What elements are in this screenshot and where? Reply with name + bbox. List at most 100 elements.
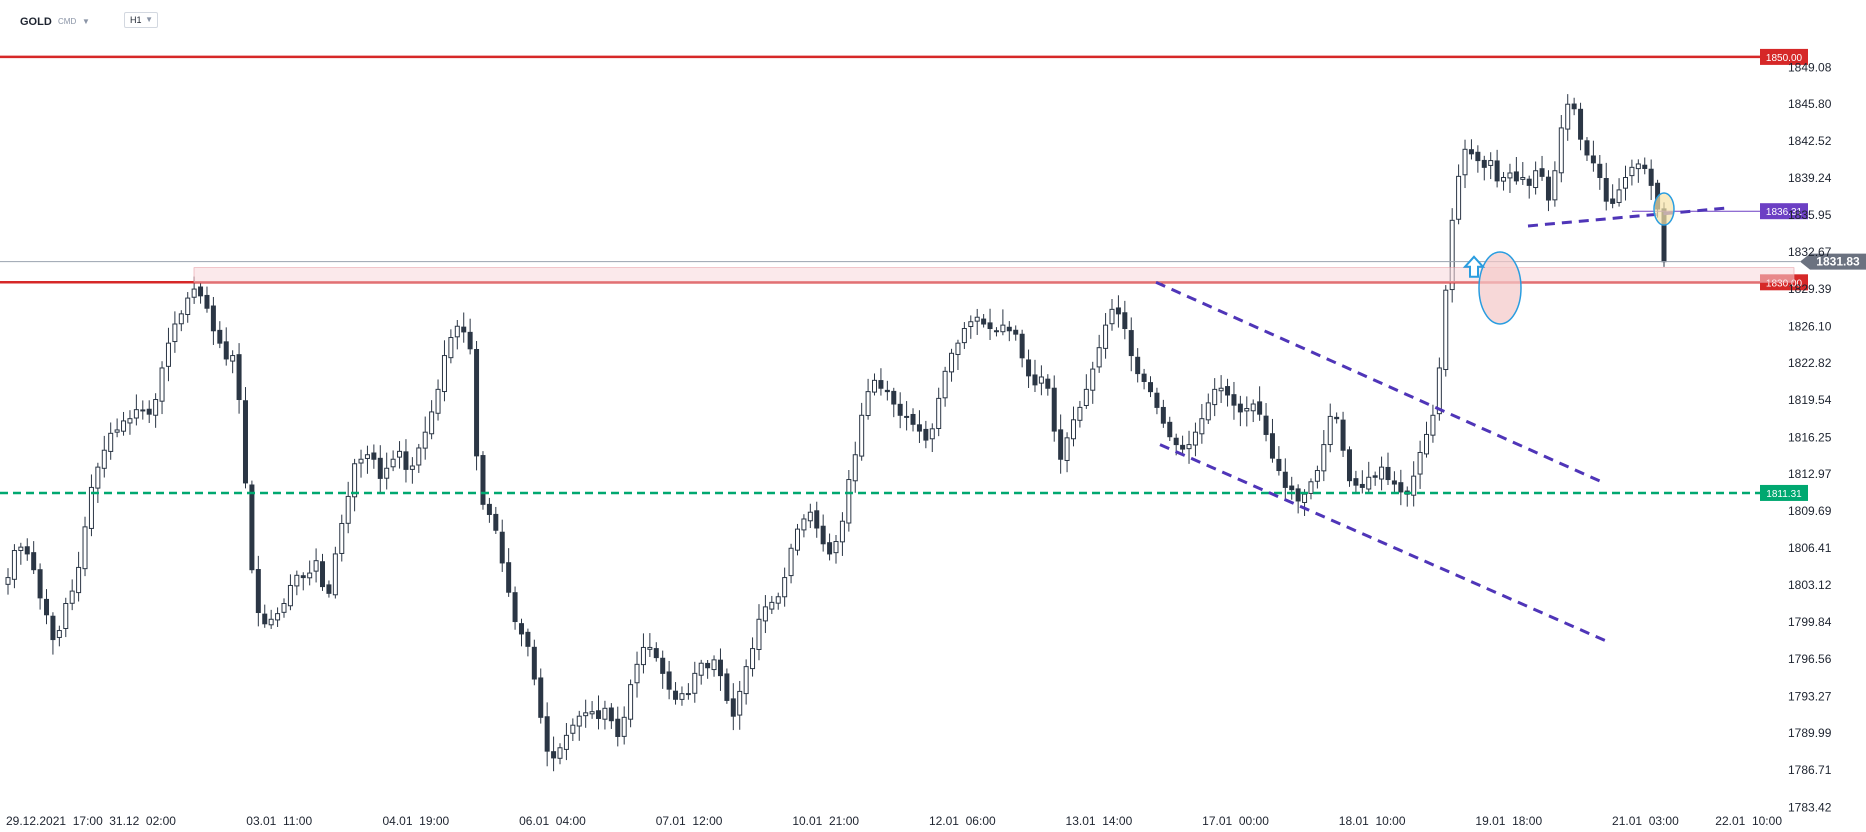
candle bbox=[1077, 400, 1083, 428]
candle bbox=[165, 327, 171, 382]
candle bbox=[1513, 157, 1519, 185]
candle bbox=[929, 423, 935, 453]
candle bbox=[673, 682, 679, 705]
candle bbox=[76, 551, 82, 602]
candle bbox=[1083, 374, 1089, 409]
candle bbox=[1295, 484, 1301, 514]
candle bbox=[1128, 317, 1134, 372]
candle bbox=[1494, 149, 1500, 188]
candle bbox=[775, 592, 781, 610]
candle bbox=[1456, 164, 1462, 225]
level-label: 1850.00 bbox=[1766, 53, 1803, 64]
candle bbox=[685, 683, 691, 700]
candle bbox=[159, 361, 165, 415]
candle bbox=[409, 457, 415, 484]
channel-upper-line[interactable] bbox=[1155, 280, 1605, 485]
y-tick-label: 1786.71 bbox=[1788, 763, 1832, 777]
candle bbox=[198, 283, 204, 304]
candle bbox=[24, 538, 30, 561]
candle bbox=[326, 580, 332, 598]
y-tick-label: 1799.84 bbox=[1788, 615, 1832, 629]
candle bbox=[172, 311, 178, 353]
candle bbox=[705, 659, 711, 679]
candle bbox=[1578, 102, 1584, 151]
y-tick-label: 1822.82 bbox=[1788, 356, 1832, 370]
candle bbox=[1148, 376, 1154, 398]
candle bbox=[1090, 361, 1096, 404]
x-tick-label: 07.01 12:00 bbox=[656, 814, 723, 828]
candle bbox=[255, 555, 261, 627]
candle bbox=[210, 296, 216, 345]
y-axis: 1849.08 1845.80 1842.52 1839.24 1835.95 1832.… bbox=[1788, 60, 1832, 814]
x-tick-label: 31.12 02:00 bbox=[109, 814, 176, 828]
x-tick-label: 19.01 18:00 bbox=[1475, 814, 1542, 828]
candle bbox=[647, 633, 653, 657]
y-tick-label: 1849.08 bbox=[1788, 60, 1832, 74]
candle bbox=[140, 400, 146, 420]
candle bbox=[1122, 300, 1128, 340]
level-line[interactable]: 1811.31 bbox=[0, 484, 1808, 501]
timeframe-select[interactable]: H1 ▼ bbox=[124, 12, 158, 28]
candle bbox=[320, 553, 326, 591]
candle bbox=[621, 706, 627, 745]
current-price-label: 1831.83 bbox=[1816, 255, 1860, 269]
candle bbox=[249, 480, 255, 574]
candle bbox=[95, 462, 101, 503]
breakout-zone bbox=[193, 267, 1795, 283]
candle bbox=[1257, 386, 1263, 421]
symbol-name[interactable]: GOLD bbox=[20, 16, 52, 28]
candle bbox=[1443, 285, 1449, 377]
trend-line[interactable] bbox=[1527, 206, 1729, 228]
candle bbox=[185, 292, 191, 323]
chart-toolbar: GOLD CMD ▼ H1 ▼ bbox=[0, 0, 1866, 40]
candle bbox=[807, 503, 813, 529]
candle bbox=[1186, 430, 1192, 464]
candle bbox=[589, 701, 595, 719]
candle bbox=[1006, 321, 1012, 342]
candle bbox=[1404, 486, 1410, 507]
candle bbox=[1334, 412, 1340, 424]
candle bbox=[429, 400, 435, 440]
candle bbox=[1622, 165, 1628, 201]
candle bbox=[1411, 461, 1417, 507]
candle bbox=[294, 570, 300, 596]
x-tick-label: 12.01 06:00 bbox=[929, 814, 996, 828]
level-line[interactable]: 1850.00 bbox=[0, 48, 1808, 65]
candle bbox=[993, 327, 999, 337]
candle bbox=[121, 411, 127, 436]
candle bbox=[108, 422, 114, 460]
candle bbox=[1565, 94, 1571, 141]
candle bbox=[1218, 375, 1224, 403]
candle bbox=[859, 402, 865, 461]
candle bbox=[1154, 387, 1160, 415]
candle bbox=[1308, 478, 1314, 500]
y-tick-label: 1803.12 bbox=[1788, 578, 1832, 592]
candle bbox=[1289, 476, 1295, 500]
candle bbox=[910, 408, 916, 432]
chevron-down-icon[interactable]: ▼ bbox=[82, 17, 90, 26]
candle bbox=[711, 655, 717, 677]
candle bbox=[1276, 446, 1282, 476]
channel-lower-line[interactable] bbox=[1159, 443, 1609, 644]
candle bbox=[37, 563, 43, 610]
candle bbox=[961, 322, 967, 349]
candle bbox=[1353, 470, 1359, 494]
candle bbox=[230, 350, 236, 374]
candle bbox=[50, 612, 56, 655]
candle bbox=[506, 548, 512, 597]
candle bbox=[769, 595, 775, 614]
candle bbox=[127, 410, 133, 435]
candle bbox=[422, 416, 428, 460]
candle bbox=[114, 418, 120, 438]
candle bbox=[782, 567, 788, 607]
candle bbox=[287, 574, 293, 611]
candle bbox=[1212, 378, 1218, 417]
market-label[interactable]: CMD bbox=[58, 17, 77, 26]
candle bbox=[1026, 349, 1032, 388]
candle bbox=[1616, 178, 1622, 207]
y-tick-label: 1826.10 bbox=[1788, 319, 1832, 333]
candle bbox=[416, 443, 422, 473]
candle bbox=[358, 449, 364, 478]
candle bbox=[666, 660, 672, 700]
